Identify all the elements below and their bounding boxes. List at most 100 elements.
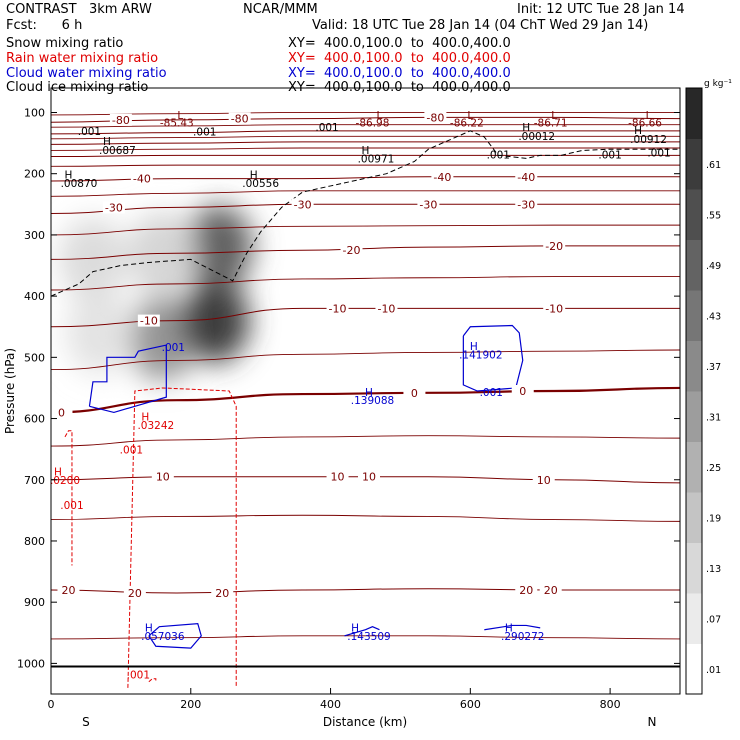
annotation-label: .00912 [630,134,667,146]
annotation-label: .00556 [242,178,279,190]
isotherm-label: -80 [426,111,444,124]
cloud-water-contour-1 [462,324,524,392]
isotherm--30 [51,203,680,214]
header-valid-time: Valid: 18 UTC Tue 28 Jan 14 (04 ChT Wed … [312,18,649,33]
header-forecast-hour: Fcst: 6 h [6,18,83,33]
annotation-label: H [365,387,373,399]
colorbar-tick-label: .55 [706,210,721,221]
isotherm-label-bg [375,302,398,315]
isotherm-label: -30 [294,198,312,211]
isotherm-label: 20 [128,587,142,600]
annotation-label: H [362,145,370,157]
y-tick-label: 300 [24,229,45,242]
rain-contour-0 [127,387,237,688]
colorbar-swatch [686,239,702,291]
isotherm-minor-1 [51,124,680,128]
header-model-title: CONTRAST 3km ARW [6,2,152,17]
isotherm-label-bg [211,587,234,599]
isotherm-minor-10 [51,514,680,522]
annotation-label: H [522,122,530,134]
snow-shade-1 [181,278,250,363]
cloud-water-contour-4 [484,624,541,631]
annotation-label: .0200 [50,475,80,487]
colorbar-tick-label: .49 [706,261,721,272]
isotherm-minor-6 [51,224,680,236]
x-tick-label: 200 [180,698,201,711]
annotation-label: .001 [193,127,216,139]
annotation-label: .001 [598,149,621,161]
annotation-label: .001 [120,444,143,456]
colorbar-swatch [686,340,702,392]
x-end-left-label: S [82,715,90,729]
isotherm-label: 20 [519,584,533,597]
legend-snow-label: Snow mixing ratio [6,36,124,51]
isotherm-label-bg [130,172,153,185]
isotherm-20 [51,588,680,594]
annotation-label: .057036 [141,631,185,643]
x-end-right-label: N [648,715,657,729]
isotherm-label-bg [417,198,440,211]
cloud-water-contour-0 [88,344,167,414]
isotherm-label: 0 [519,385,526,398]
snow-shade-2 [184,205,253,290]
colorbar-unit: g kg⁻¹ [704,79,732,89]
isotherm-label: 20 [544,584,558,597]
colorbar-tick-label: .61 [706,160,721,171]
legend-cloud-water-label: Cloud water mixing ratio [6,66,167,81]
isotherm-label: -80 [231,113,249,126]
isotherm-minor-4 [51,164,680,167]
annotation-label: H [250,170,258,182]
colorbar-swatch [686,643,702,695]
annotation-label: H [103,136,111,148]
isotherm-label-bg [515,583,538,596]
isotherm-minor-5 [51,190,680,197]
cloud-water-contour-3 [344,626,380,637]
isotherm-label-bg [102,201,125,214]
y-tick-label: 500 [24,351,45,364]
snow-shade-4 [58,217,127,302]
annotation-label: .00870 [61,178,98,190]
isotherm-label: -10 [545,302,563,315]
isotherm-minor-3 [51,147,680,151]
isotherm-minor-7 [51,276,680,291]
annotation-label: H [65,170,73,182]
annotation-label: .143509 [347,631,390,643]
isotherm-label-bg [424,111,447,124]
isotherm--80 [51,116,680,123]
header-organization: NCAR/MMM [243,2,318,17]
rain-contour-1 [64,430,73,566]
isotherm--60 [51,141,680,145]
isotherm-minor-8 [51,349,680,371]
colorbar-swatch [686,391,702,442]
isotherm-label-bg [326,302,349,315]
isotherm-label-bg [515,198,538,211]
isotherm-label-bg [543,239,566,252]
annotation-label: L [177,110,183,122]
isotherm-label-bg [532,473,555,486]
isotherm-label-bg [539,583,562,596]
isotherm-label: 20 [61,584,75,597]
isotherm--70 [51,130,680,135]
colorbar-tick-label: .31 [706,412,721,423]
y-tick-label: 700 [24,474,45,487]
isotherm-label-bg [515,170,538,183]
annotation-label: .001 [315,122,338,134]
y-tick-label: 1000 [17,657,45,670]
colorbar-swatch [686,492,702,543]
isotherm-label-bg [326,470,349,483]
annotation-label: L [377,110,383,122]
isotherm-label-bg [123,587,146,599]
isotherm-label: 0 [411,387,418,400]
colorbar-tick-label: .07 [706,614,721,625]
isotherm-minor-0 [51,112,680,116]
annotation-label: .00012 [518,131,555,143]
annotation-label: H [505,623,513,635]
isotherm-label-bg [543,302,566,315]
annotation-label: H [351,623,359,635]
isotherm--50 [51,154,680,158]
colorbar-tick-label: .01 [706,665,721,676]
cloud-water-contour-2 [148,622,202,649]
x-axis-title: Distance (km) [323,715,407,729]
colorbar-tick-label: .25 [706,463,721,474]
